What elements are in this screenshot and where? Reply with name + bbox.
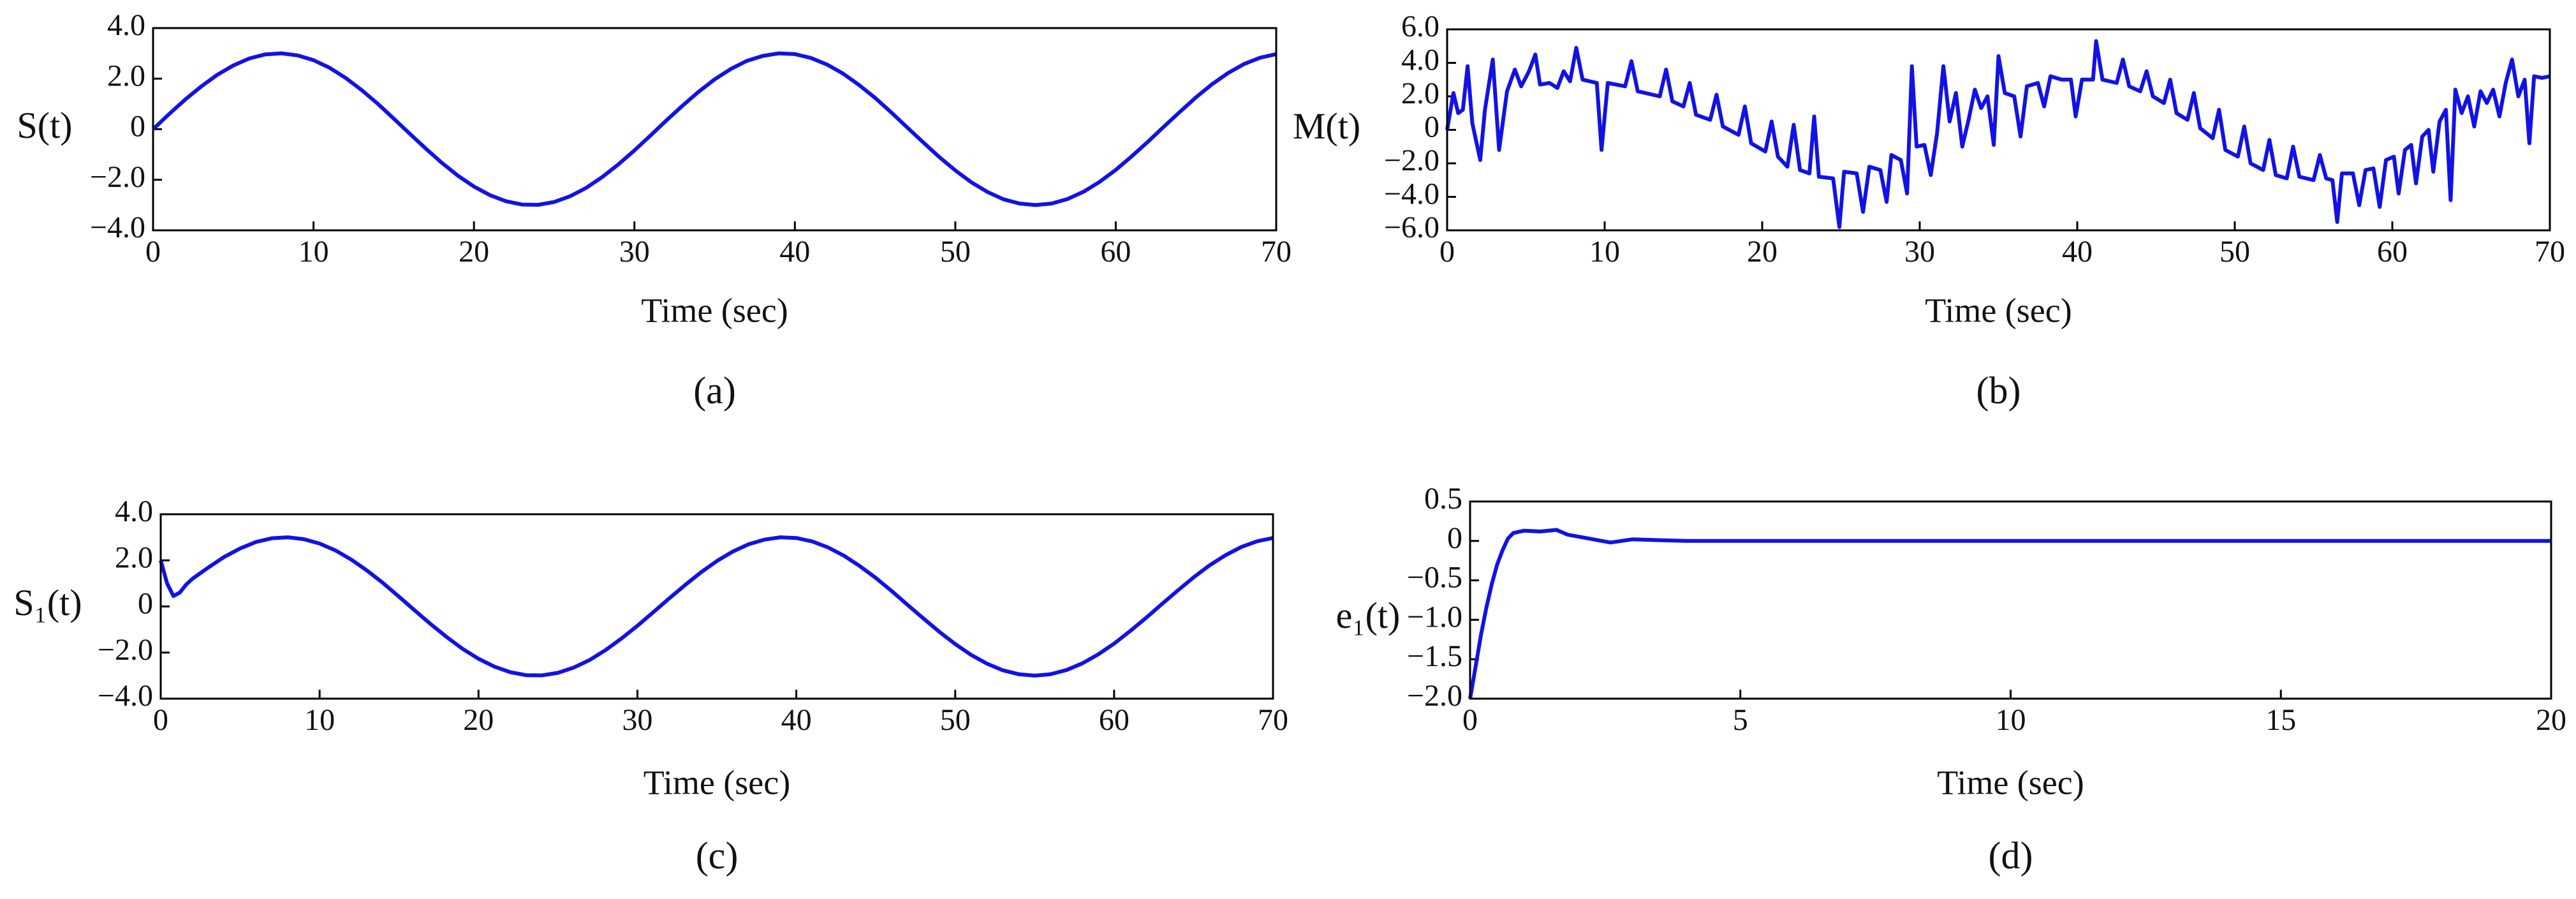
data-line xyxy=(1445,39,2550,229)
x-tick-label: 70 xyxy=(1261,235,1292,269)
plot-frame xyxy=(152,27,1277,232)
y-tick-label: −6.0 xyxy=(1384,211,1439,244)
x-tick-label: 10 xyxy=(1589,235,1620,269)
y-axis-label: e₁(t) xyxy=(1336,595,1401,636)
y-tick-label: 2.0 xyxy=(115,540,153,574)
caption: (c) xyxy=(696,835,739,877)
y-tick-label: −2.0 xyxy=(98,633,153,667)
y-tick-label: 0 xyxy=(1447,521,1462,555)
caption: (d) xyxy=(1989,835,2033,877)
x-tick-label: 20 xyxy=(1747,235,1777,269)
x-tick-label: 40 xyxy=(779,235,810,269)
y-tick-label: 0 xyxy=(130,110,145,144)
x-tick-label: 10 xyxy=(298,235,329,269)
caption: (b) xyxy=(1976,369,2021,412)
plot-frame xyxy=(1469,500,2552,700)
plot-frame xyxy=(1446,28,2551,232)
x-tick-label: 0 xyxy=(145,235,161,269)
y-tick-label: −4.0 xyxy=(90,211,145,244)
x-tick-label: 60 xyxy=(1099,703,1130,737)
x-tick-label: 60 xyxy=(2377,235,2408,269)
y-tick-label: −4.0 xyxy=(1384,177,1439,211)
x-tick-label: 15 xyxy=(2265,703,2296,737)
x-tick-label: 20 xyxy=(459,235,489,269)
x-tick-label: 10 xyxy=(304,703,335,737)
y-tick-label: −4.0 xyxy=(98,679,153,713)
data-line xyxy=(159,535,1274,678)
x-tick-label: 30 xyxy=(1904,235,1935,269)
x-axis-label: Time (sec) xyxy=(1925,291,2072,329)
x-tick-label: 40 xyxy=(781,703,812,737)
x-tick-label: 30 xyxy=(622,703,652,737)
x-tick-label: 30 xyxy=(619,235,650,269)
y-tick-label: 4.0 xyxy=(107,8,145,42)
x-tick-label: 0 xyxy=(1439,235,1455,269)
y-tick-label: 0.5 xyxy=(1424,482,1462,516)
y-tick-label: −1.5 xyxy=(1407,639,1462,673)
y-tick-label: −1.0 xyxy=(1407,600,1462,634)
x-axis-label: Time (sec) xyxy=(644,763,790,801)
x-tick-label: 10 xyxy=(1996,703,2026,737)
y-tick-label: −2.0 xyxy=(1407,679,1462,713)
y-tick-label: 4.0 xyxy=(115,494,153,528)
x-tick-label: 50 xyxy=(940,703,971,737)
y-tick-label: 4.0 xyxy=(1401,43,1439,77)
y-tick-label: −2.0 xyxy=(1384,144,1439,177)
y-tick-label: −2.0 xyxy=(90,160,145,194)
x-tick-label: 40 xyxy=(2062,235,2093,269)
plot-frame xyxy=(159,513,1274,700)
y-axis-label: S₁(t) xyxy=(13,582,82,623)
y-tick-label: 0 xyxy=(138,587,153,621)
x-axis-label: Time (sec) xyxy=(1937,763,2084,801)
x-tick-label: 50 xyxy=(2219,235,2250,269)
x-tick-label: 20 xyxy=(2536,703,2566,737)
x-tick-label: 70 xyxy=(2535,235,2565,269)
x-tick-label: 0 xyxy=(153,703,168,737)
y-axis-label: S(t) xyxy=(17,105,73,146)
x-tick-label: 5 xyxy=(1733,703,1748,737)
y-tick-label: 6.0 xyxy=(1401,10,1439,43)
y-tick-label: 0 xyxy=(1424,110,1439,144)
data-line xyxy=(151,51,1277,207)
y-axis-label: M(t) xyxy=(1293,105,1360,147)
data-line xyxy=(1468,528,2551,699)
x-tick-label: 20 xyxy=(463,703,494,737)
x-tick-label: 50 xyxy=(940,235,971,269)
x-axis-label: Time (sec) xyxy=(641,291,788,329)
y-tick-label: −0.5 xyxy=(1407,561,1462,595)
y-tick-label: 2.0 xyxy=(1401,77,1439,110)
caption: (a) xyxy=(693,369,736,412)
x-tick-label: 70 xyxy=(1258,703,1288,737)
y-tick-label: 2.0 xyxy=(107,59,145,93)
x-tick-label: 0 xyxy=(1462,703,1478,737)
x-tick-label: 60 xyxy=(1100,235,1131,269)
